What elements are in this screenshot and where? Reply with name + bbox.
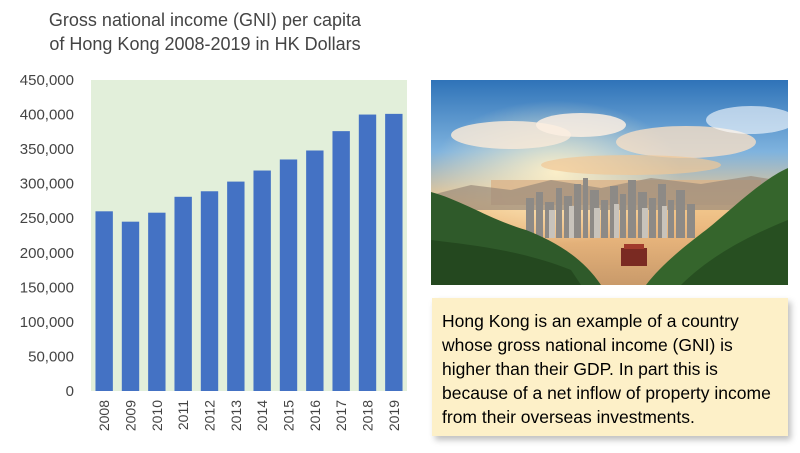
y-tick-label: 250,000 [20,210,74,227]
y-tick-label: 200,000 [20,245,74,262]
bar-2010 [148,212,166,391]
chart-title-line-1: Gross national income (GNI) per capita [48,10,362,30]
y-tick-label: 400,000 [20,107,74,124]
x-tick-label-2019: 2019 [386,400,402,431]
x-tick-label-2009: 2009 [123,400,139,431]
y-tick-label: 100,000 [20,314,74,331]
x-tick-label-2013: 2013 [228,400,244,431]
info-note: Hong Kong is an example of a country who… [432,298,788,436]
x-tick-label-2014: 2014 [254,400,270,431]
x-tick-label-2011: 2011 [175,400,191,430]
note-text: Hong Kong is an example of a country who… [442,311,771,427]
x-tick-label-2012: 2012 [202,400,218,431]
y-tick-label: 150,000 [20,279,74,296]
x-tick-label-2017: 2017 [333,400,349,431]
bar-2017 [332,131,350,392]
y-tick-label: 450,000 [20,72,74,89]
x-tick-label-2016: 2016 [307,400,323,431]
plot-area [91,80,407,391]
y-tick-label: 350,000 [20,141,74,158]
x-tick-label-2018: 2018 [360,400,376,431]
x-axis-ticks: 2008 2009 2010 2011 2012 2013 2014 2015 2016 2017… [96,400,402,431]
chart-title-line-2: of Hong Kong 2008-2019 in HK Dollars [49,34,361,54]
bar-2013 [227,181,245,391]
bar-chart: 0 50,000 100,000 150,000 200,000 250,000 300,0… [20,72,407,431]
y-axis-ticks: 0 50,000 100,000 150,000 200,000 250,000 300,0… [20,72,74,400]
bar-2016 [306,150,324,391]
x-tick-label-2008: 2008 [96,400,112,431]
y-tick-label: 0 [66,383,74,400]
bar-2008 [95,211,113,391]
x-tick-label-2015: 2015 [281,400,297,431]
bar-2011 [174,196,192,391]
bar-2019 [385,113,403,391]
bar-2009 [121,221,140,391]
bar-2015 [279,159,298,391]
hong-kong-skyline-photo [431,80,788,285]
bar-2012 [200,191,219,391]
y-tick-label: 300,000 [20,176,74,193]
bars [95,113,403,392]
y-tick-label: 50,000 [28,348,74,365]
bar-2014 [253,170,271,391]
chart-title: Gross national income (GNI) per capita o… [0,8,410,56]
bar-2018 [358,114,377,392]
x-tick-label-2010: 2010 [149,400,165,431]
